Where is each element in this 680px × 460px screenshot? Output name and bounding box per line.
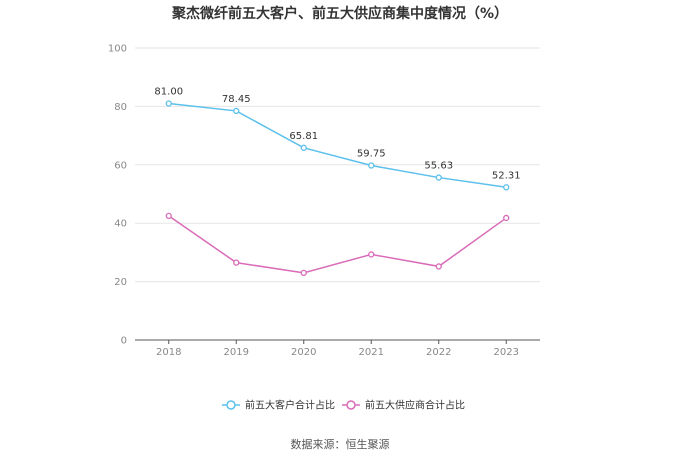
data-point bbox=[503, 214, 510, 222]
x-tick-label: 2022 bbox=[426, 347, 451, 358]
legend-marker bbox=[346, 400, 356, 410]
data-label: 65.81 bbox=[289, 131, 318, 142]
axes: 0 20 40 60 80 100 2018 2019 2020 2021 2022 2023 bbox=[108, 44, 540, 358]
legend-item-0[interactable]: 前五大客户合计占比 bbox=[222, 399, 335, 412]
legend-label: 前五大供应商合计占比 bbox=[365, 399, 465, 412]
y-tick-label: 0 bbox=[121, 336, 127, 347]
x-tick-label: 2019 bbox=[224, 347, 249, 358]
data-point bbox=[435, 174, 442, 181]
data-point bbox=[233, 107, 240, 115]
legend-item-1[interactable]: 前五大供应商合计占比 bbox=[342, 399, 465, 412]
data-point bbox=[300, 144, 307, 151]
y-tick-label: 80 bbox=[114, 102, 127, 113]
y-tick-label: 60 bbox=[114, 160, 127, 171]
data-label: 81.00 bbox=[154, 86, 183, 97]
data-point bbox=[300, 269, 307, 276]
grid-lines bbox=[135, 47, 540, 283]
legend[interactable]: 前五大客户合计占比 前五大供应商合计占比 bbox=[222, 399, 465, 412]
data-label: 55.63 bbox=[424, 161, 453, 172]
y-tick-label: 20 bbox=[114, 277, 127, 288]
legend-label: 前五大客户合计占比 bbox=[245, 399, 335, 412]
series-layer bbox=[165, 100, 510, 276]
y-tick-label: 100 bbox=[108, 44, 127, 55]
data-point bbox=[368, 162, 375, 169]
x-tick-label: 2018 bbox=[156, 347, 181, 358]
y-tick-label: 40 bbox=[114, 219, 127, 230]
data-point bbox=[435, 263, 442, 270]
series-line-0 bbox=[168, 102, 507, 188]
data-point bbox=[368, 251, 375, 258]
data-labels: 81.00 78.45 65.81 59.75 55.63 52.31 bbox=[154, 86, 520, 181]
data-point bbox=[165, 100, 172, 107]
series-line-1 bbox=[168, 215, 507, 274]
legend-marker bbox=[226, 400, 236, 410]
data-point bbox=[503, 184, 510, 191]
data-label: 59.75 bbox=[357, 149, 386, 160]
data-label: 78.45 bbox=[222, 94, 251, 105]
data-source: 数据来源：恒生聚源 bbox=[290, 438, 390, 451]
chart-title: 聚杰微纤前五大客户、前五大供应商集中度情况（%） bbox=[171, 6, 509, 22]
data-label: 52.31 bbox=[492, 170, 521, 181]
x-tick-label: 2023 bbox=[494, 347, 519, 358]
x-tick-label: 2020 bbox=[291, 347, 316, 358]
data-point bbox=[165, 212, 172, 220]
x-tick-label: 2021 bbox=[359, 347, 384, 358]
data-point bbox=[233, 259, 240, 266]
